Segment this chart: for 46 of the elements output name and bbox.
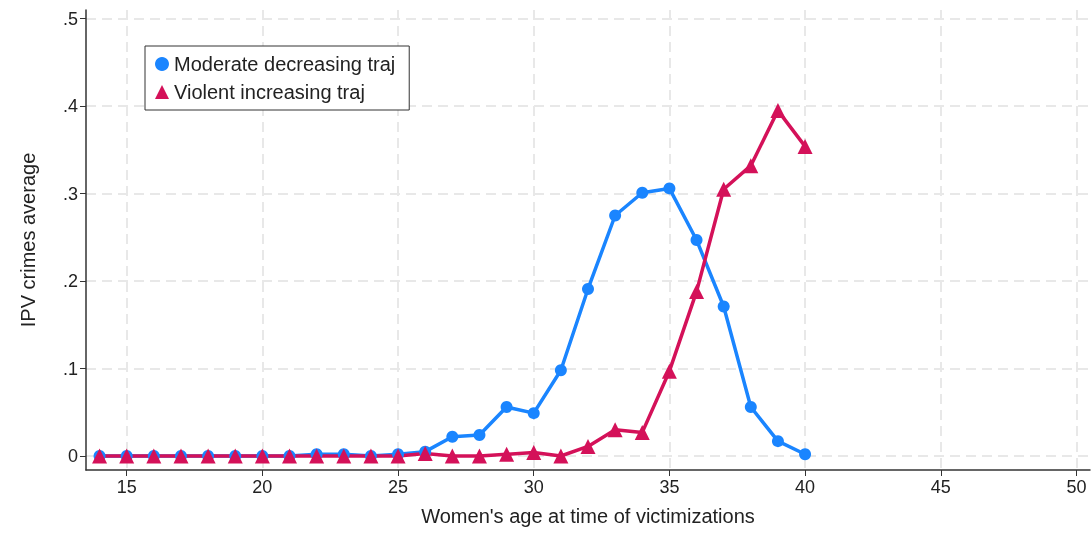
x-tick-label: 45 [930,477,951,497]
point [716,181,732,197]
point [526,445,542,461]
point [553,448,569,464]
legend-label: Moderate decreasing traj [174,53,396,75]
x-tick-label: 25 [388,477,409,497]
point [634,424,650,440]
y-tick-label: .1 [62,358,78,379]
point [663,182,676,195]
point [743,158,759,174]
x-tick-label: 20 [252,477,273,497]
point [797,138,813,154]
x-tick-label: 15 [116,477,137,497]
y-tick-label: .2 [62,271,78,292]
point [499,446,515,462]
point [689,284,705,300]
point [471,448,487,464]
point [444,448,460,464]
y-tick-label: .4 [62,96,78,117]
point [744,401,757,414]
x-tick-label: 30 [523,477,544,497]
point [554,364,567,377]
point [636,186,649,199]
y-tick-label: .5 [62,8,78,29]
point [661,363,677,379]
point [582,282,594,295]
legend-label: Violent increasing traj [174,81,365,103]
point [446,430,459,443]
point [473,429,486,442]
point [527,407,540,420]
x-axis-title: Women's age at time of victimizations [421,505,755,527]
point [799,448,812,461]
y-tick-label: .3 [62,183,78,204]
x-tick-label: 35 [659,477,680,497]
point [580,438,596,454]
point [717,300,730,313]
y-tick-label: 0 [67,446,78,467]
x-tick-label: 40 [795,477,816,497]
point [770,103,786,119]
y-axis-title: IPV crimes average [17,152,39,328]
point [607,422,623,438]
x-tick-label: 50 [1066,477,1087,497]
point [609,209,622,222]
point [690,234,703,246]
point [771,435,784,448]
point [500,401,513,414]
